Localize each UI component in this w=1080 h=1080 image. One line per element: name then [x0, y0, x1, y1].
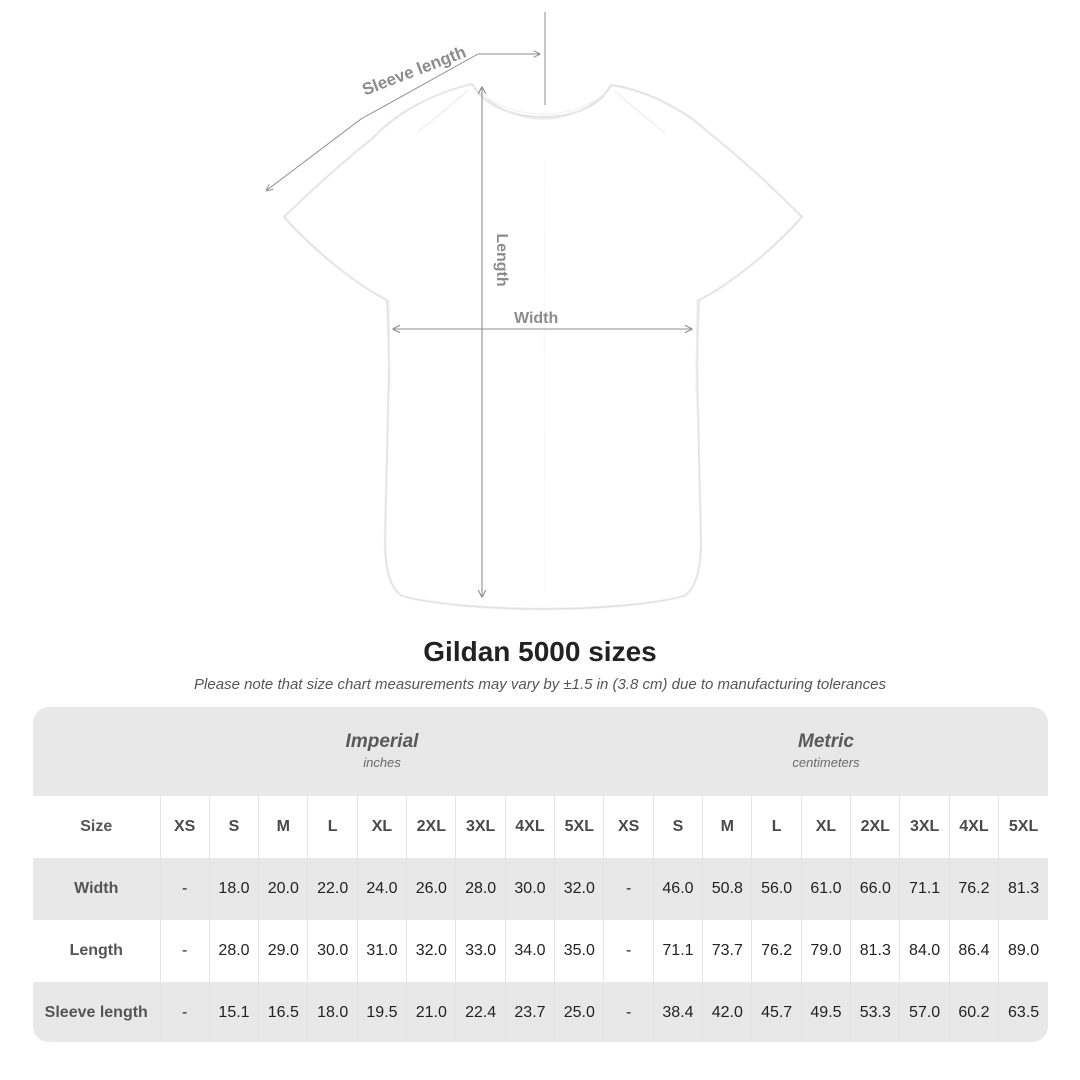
svg-text:Width: Width [514, 310, 558, 327]
svg-text:Length: Length [493, 233, 510, 286]
